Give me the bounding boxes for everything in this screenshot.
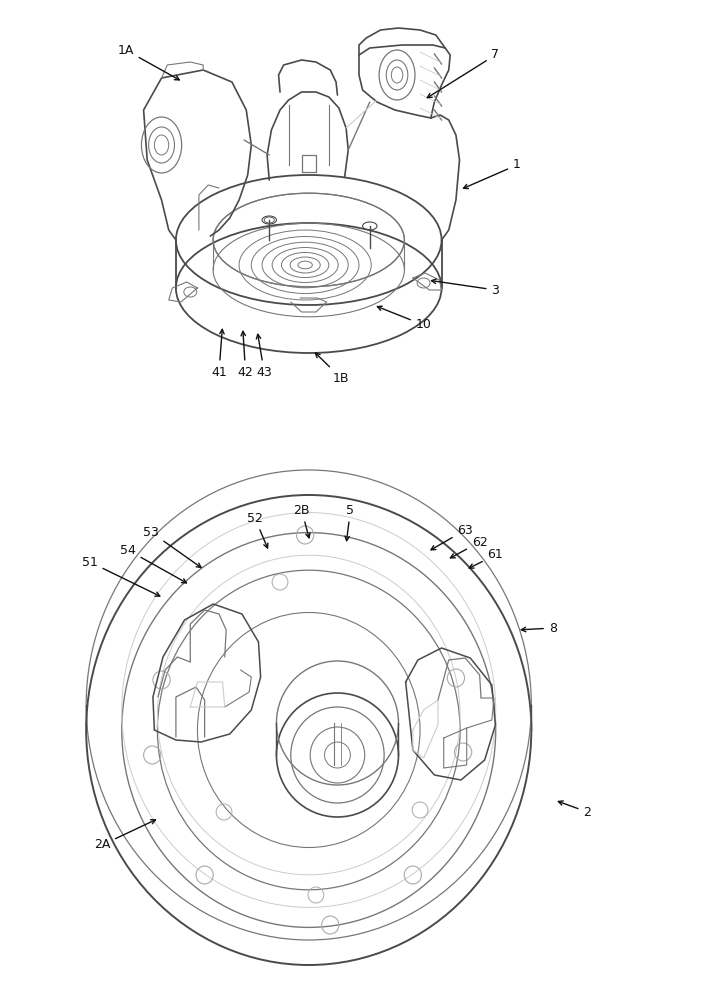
Text: 10: 10 — [378, 306, 432, 332]
Text: 43: 43 — [256, 334, 272, 378]
Text: 7: 7 — [427, 48, 500, 98]
Text: 3: 3 — [432, 279, 499, 296]
Text: 41: 41 — [211, 329, 227, 378]
Text: 42: 42 — [238, 331, 253, 378]
Text: 2A: 2A — [94, 820, 156, 852]
Text: 61: 61 — [469, 548, 503, 568]
Text: 1: 1 — [464, 158, 521, 189]
Text: 2: 2 — [559, 801, 591, 818]
Text: 5: 5 — [345, 504, 355, 541]
Text: 1A: 1A — [118, 43, 180, 80]
Text: 62: 62 — [450, 536, 488, 558]
Text: 52: 52 — [247, 512, 268, 548]
Text: 51: 51 — [82, 556, 160, 596]
Text: 54: 54 — [120, 544, 187, 583]
Text: 1B: 1B — [315, 353, 349, 384]
Text: 8: 8 — [521, 621, 557, 635]
Text: 2B: 2B — [294, 504, 310, 538]
Text: 63: 63 — [431, 524, 473, 550]
Text: 53: 53 — [143, 526, 201, 568]
